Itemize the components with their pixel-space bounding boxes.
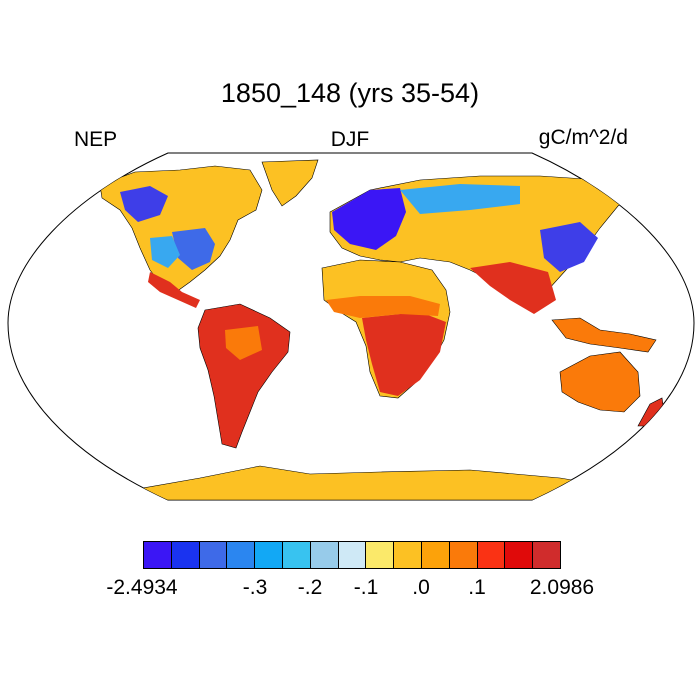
colorbar-swatch-12 (477, 542, 506, 568)
colorbar-swatch-0 (144, 542, 172, 568)
central-america-positive-region (148, 272, 200, 308)
colorbar-label: .1 (468, 576, 486, 599)
colorbar-swatch-10 (421, 542, 450, 568)
colorbar-label: .0 (412, 576, 430, 599)
us-east-negative-region (172, 228, 215, 270)
colorbar-swatch-9 (394, 542, 422, 568)
us-central-light-region (150, 236, 180, 268)
colorbar-swatch-2 (199, 542, 228, 568)
colorbar-swatch-3 (227, 542, 256, 568)
colorbar (143, 541, 561, 569)
colorbar-swatch-8 (366, 542, 395, 568)
colorbar-label-max: 2.0986 (529, 576, 595, 599)
south-america-positive-patch (225, 326, 262, 360)
greenland-landmass (261, 159, 319, 207)
colorbar-swatch-13 (505, 542, 534, 568)
east-asia-negative-region (540, 222, 598, 272)
canada-negative-region (120, 186, 168, 222)
antarctica-landmass (119, 465, 642, 500)
south-asia-positive-region (470, 262, 556, 314)
colorbar-label: -.3 (242, 576, 268, 599)
europe-negative-region (332, 188, 406, 250)
australia-landmass (559, 351, 641, 413)
colorbar-swatch-5 (282, 542, 311, 568)
colorbar-label-min: -2.4934 (106, 576, 178, 599)
map-title: 1850_148 (yrs 35-54) (220, 78, 480, 108)
colorbar-swatch-7 (338, 542, 367, 568)
central-africa-positive-region (362, 312, 446, 396)
season-label: DJF (330, 128, 370, 151)
colorbar-swatch-4 (255, 542, 283, 568)
colorbar-swatch-6 (310, 542, 339, 568)
siberia-light-region (400, 184, 520, 214)
colorbar-swatch-11 (449, 542, 478, 568)
units-label: gC/m^2/d (538, 126, 628, 149)
sahel-orange-band (326, 296, 440, 318)
south-america-landmass (197, 303, 291, 449)
colorbar-swatch-1 (171, 542, 200, 568)
maritime-se-asia-landmass (551, 317, 657, 353)
colorbar-label: -.1 (353, 576, 379, 599)
variable-label: NEP (74, 128, 118, 151)
colorbar-label: -.2 (297, 576, 323, 599)
colorbar-swatch-14 (533, 542, 560, 568)
